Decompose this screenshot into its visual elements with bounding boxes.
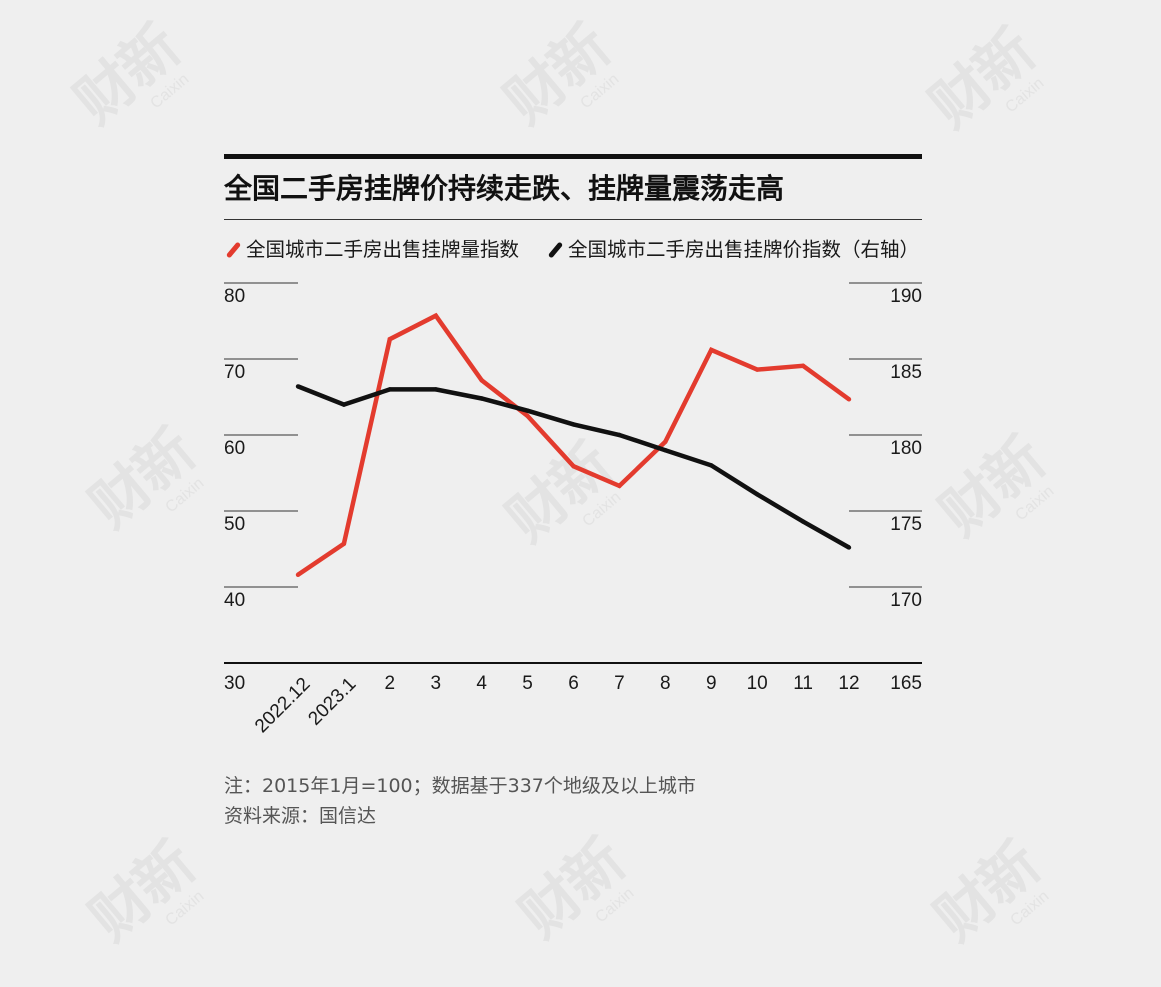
top-rule [224,154,922,159]
right-axis-tick-label: 175 [890,514,922,535]
data-point [479,378,484,383]
tick-label-layer: 80 70 60 50 40 30 190 185 180 175 170 165 2022.12202… [224,286,922,737]
x-axis-tick-label: 4 [476,673,487,694]
data-point [755,492,760,497]
x-axis-tick-label: 3 [430,673,441,694]
data-point [709,463,714,468]
right-axis-tick-label: 185 [890,362,922,383]
data-point [525,408,530,413]
data-point [387,337,392,342]
data-point [295,384,301,389]
chart-source: 资料来源：国信达 [224,805,377,827]
left-axis-tick-label: 60 [224,438,245,459]
right-axis-tick-label: 190 [890,286,922,307]
left-axis-tick-label: 50 [224,514,245,535]
data-point [709,347,714,353]
data-point [571,422,576,427]
data-point [800,363,806,368]
data-point [525,413,530,419]
data-point [617,483,622,489]
x-axis-tick-label: 12 [838,673,859,694]
chart-title: 全国二手房挂牌价持续走跌、挂牌量震荡走高 [224,172,785,205]
data-point [341,402,347,407]
right-axis-tick-label: 180 [890,438,922,459]
left-axis-tick-label: 40 [224,590,245,611]
left-axis-tick-label: 70 [224,362,245,383]
x-axis-tick-label: 2 [385,673,396,694]
data-point [846,397,852,402]
data-point [295,572,301,577]
series-layer [295,312,852,577]
left-axis-tick-label: 30 [224,673,245,694]
data-point [387,387,392,392]
data-point [800,519,806,524]
grid-layer [224,282,922,664]
data-point [571,464,576,469]
data-point [341,541,347,546]
data-point [433,387,438,392]
data-point [433,313,438,318]
x-axis-tick-label: 9 [706,673,717,694]
data-point [663,439,668,444]
legend-item-volume: 全国城市二手房出售挂牌量指数 [224,238,519,262]
legend-item-price: 全国城市二手房出售挂牌价指数（右轴） [546,238,919,262]
right-axis-tick-label: 165 [890,673,922,694]
listing-volume-index-line [296,312,851,577]
x-axis-tick-label: 8 [660,673,671,694]
x-axis-tick-label: 6 [568,673,579,694]
data-point [617,432,622,438]
chart-note: 注：2015年1月=100；数据基于337个地级及以上城市 [224,775,696,797]
title-divider [224,219,922,220]
data-point [755,367,760,372]
data-point [479,396,484,401]
x-axis-tick-label: 2022.12 [251,674,314,737]
data-point [663,448,668,453]
data-point [846,545,852,550]
x-axis-tick-label: 5 [522,673,533,694]
legend-label: 全国城市二手房出售挂牌量指数 [246,238,520,261]
x-axis-tick-label: 2023.1 [305,674,361,730]
x-axis-tick-label: 10 [747,673,768,694]
x-axis-tick-label: 7 [614,673,625,694]
x-axis-tick-label: 11 [793,673,813,694]
right-axis-tick-label: 170 [890,590,922,611]
left-axis-tick-label: 80 [224,286,245,307]
legend-label: 全国城市二手房出售挂牌价指数（右轴） [568,238,920,261]
